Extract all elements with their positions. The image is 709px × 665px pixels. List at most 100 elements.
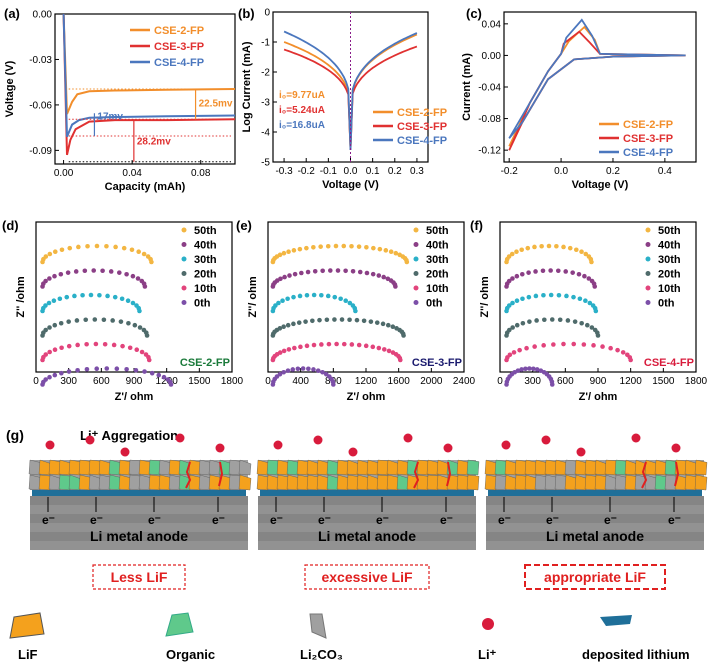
pe-point-50th xyxy=(291,248,297,253)
sei-grain xyxy=(406,474,420,491)
pc-xtick-label: 0.0 xyxy=(554,166,568,177)
pd-legend-20th: 20th xyxy=(194,269,217,281)
pf-point-10th xyxy=(600,344,605,349)
pc-xtick-label: 0.4 xyxy=(658,166,672,177)
pe-legend-20th: 20th xyxy=(426,269,449,281)
pe-point-20th xyxy=(303,319,308,324)
pe-point-30th xyxy=(338,296,343,302)
pb-legend-text: CSE-4-FP xyxy=(397,135,447,147)
pe-point-20th xyxy=(368,319,374,324)
pe-xtick-label: 1600 xyxy=(388,376,411,387)
pf-xtick-label: 1500 xyxy=(652,376,675,387)
pe-point-30th xyxy=(325,293,331,299)
pb-xtick-label: -0.2 xyxy=(298,166,316,177)
sei-grain xyxy=(416,474,430,491)
sei-grain xyxy=(456,474,470,491)
electron-label: e⁻ xyxy=(440,513,453,527)
pf-point-40th xyxy=(526,270,531,275)
pb-ylabel: Log Current (mA) xyxy=(241,41,253,132)
pb-i0-cse4: i₀=16.8uA xyxy=(279,120,325,131)
pe-point-20th xyxy=(347,317,352,323)
sei-grain xyxy=(694,474,708,491)
pd-point-20th xyxy=(137,325,143,330)
pf-point-20th xyxy=(572,319,578,324)
li-ion-path xyxy=(446,461,452,487)
pd-point-10th xyxy=(127,345,133,351)
pf-point-50th xyxy=(589,259,594,265)
pf-point-30th xyxy=(571,294,576,300)
pe-point-30th xyxy=(304,292,310,298)
pc-ytick-label: -0.12 xyxy=(478,146,501,157)
pe-point-0th xyxy=(311,367,316,372)
pd-point-50th xyxy=(94,243,100,249)
pf-point-20th xyxy=(579,320,584,326)
sei-grain xyxy=(594,474,608,491)
pe-point-10th xyxy=(349,342,355,347)
li-ion xyxy=(273,440,283,450)
pa-ann-17: 17mv xyxy=(97,111,123,122)
pd-point-0th xyxy=(114,366,120,371)
sei-grain xyxy=(684,474,698,491)
pe-point-20th xyxy=(277,326,283,331)
pb-xtick-label: 0.2 xyxy=(388,166,402,177)
pe-sample-tag: CSE-3-FP xyxy=(412,357,462,369)
pd-point-30th xyxy=(125,298,131,304)
pc-xtick-label: -0.2 xyxy=(501,166,519,177)
pe-point-10th xyxy=(356,342,362,348)
sei-grain xyxy=(306,474,320,491)
pf-point-10th xyxy=(581,342,587,347)
sei-grain xyxy=(108,474,122,491)
pf-point-10th xyxy=(517,347,522,353)
pf-point-50th xyxy=(554,243,559,249)
pe-xtick-label: 400 xyxy=(292,376,309,387)
pd-point-20th xyxy=(126,320,131,326)
panel-pe-label: (e) xyxy=(236,218,252,233)
pf-point-0th xyxy=(531,366,536,372)
pd-point-40th xyxy=(124,271,129,277)
pe-point-10th xyxy=(370,344,376,350)
anode-shade xyxy=(486,523,704,532)
pf-point-0th xyxy=(549,382,555,387)
anode-shade xyxy=(258,496,476,505)
pe-point-30th xyxy=(319,292,324,298)
li-ion-path xyxy=(185,461,192,489)
pf-point-0th xyxy=(519,367,524,372)
pe-point-40th xyxy=(320,268,325,274)
pf-point-30th xyxy=(583,298,588,304)
pa-legend-text: CSE-4-FP xyxy=(154,57,204,69)
pf-point-20th xyxy=(585,322,590,328)
pe-point-20th xyxy=(361,318,367,324)
pd-point-30th xyxy=(137,308,142,314)
electron-label: e⁻ xyxy=(212,513,225,527)
pd-ylabel: Z'' /ohm xyxy=(15,276,27,318)
pd-point-40th xyxy=(130,273,136,279)
pf-point-40th xyxy=(519,271,525,277)
pc-xtick-label: 0.2 xyxy=(606,166,620,177)
pd-xtick-label: 0 xyxy=(33,376,39,387)
pd-point-10th xyxy=(134,347,140,353)
anode-shade xyxy=(258,532,476,541)
li-ion-path xyxy=(674,461,680,487)
pe-point-30th xyxy=(311,292,317,298)
pb-xtick-label: 0.0 xyxy=(344,166,358,177)
pf-legend-30th: 30th xyxy=(658,254,681,266)
sei-grain xyxy=(316,474,330,491)
pd-point-50th xyxy=(67,245,73,251)
pe-ylabel: Z''/ ohm xyxy=(247,276,259,318)
pe-point-0th xyxy=(300,366,306,371)
pe-point-0th xyxy=(331,382,336,387)
deposited-lithium-layer xyxy=(32,490,246,496)
sei-grain xyxy=(644,474,658,491)
pe-point-30th xyxy=(276,300,281,306)
sei-grain xyxy=(634,474,648,491)
pf-legend-40th: 40th xyxy=(658,240,681,252)
li-ion-path xyxy=(413,461,420,489)
pe-point-40th xyxy=(282,274,287,280)
sei-grain xyxy=(366,474,380,491)
pd-legend-marker xyxy=(181,285,187,291)
pf-point-20th xyxy=(534,318,539,323)
caption-box xyxy=(524,564,666,590)
sei-grain xyxy=(158,474,172,491)
anode-shade xyxy=(486,532,704,541)
